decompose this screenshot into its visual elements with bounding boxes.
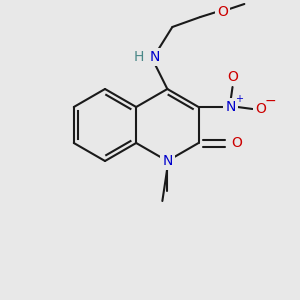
Text: O: O <box>227 70 238 84</box>
Text: N: N <box>225 100 236 114</box>
Text: N: N <box>162 154 172 168</box>
Text: O: O <box>231 136 242 150</box>
Text: +: + <box>236 94 244 104</box>
Text: H: H <box>133 50 143 64</box>
Text: O: O <box>255 102 266 116</box>
Text: N: N <box>149 50 160 64</box>
Text: O: O <box>217 5 228 19</box>
Text: −: − <box>265 94 276 108</box>
